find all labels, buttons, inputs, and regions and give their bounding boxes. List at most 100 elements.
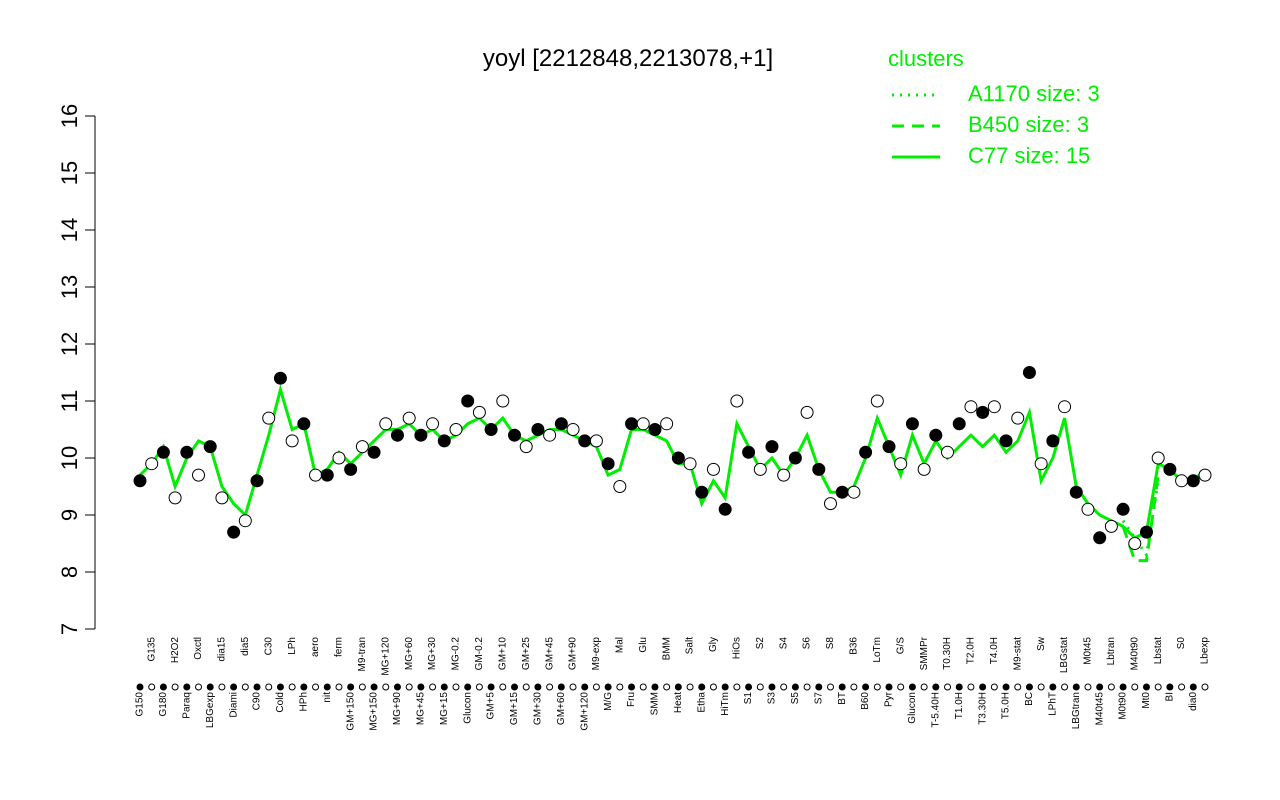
sample-dot [1037,683,1045,691]
x-tick-label: Lbexp [1200,637,1211,665]
sample-dot [522,683,530,691]
data-point [379,417,393,431]
data-point [1034,457,1048,471]
x-tick-label: HiOs [732,637,743,659]
x-tick-label: MG+150 [369,692,380,731]
sample-dot [791,683,799,691]
y-tick-label: 7 [57,623,82,635]
y-tick-label: 8 [57,566,82,578]
y-tick-label: 11 [57,390,82,413]
data-point [1198,468,1212,482]
x-tick-label: MG+30 [427,637,438,671]
x-tick-label: T0.30H [942,637,953,670]
x-tick-label: Cold [275,692,286,713]
sample-dot [651,683,659,691]
x-tick-label: G150 [135,692,146,717]
x-tick-label: T1.0H [954,692,965,719]
x-tick-label: MG+120 [380,637,391,676]
x-tick-label: LBGexp [205,692,216,729]
data-point [309,468,323,482]
sample-dot [1049,683,1057,691]
data-point [192,468,206,482]
x-tick-label: G/S [895,637,906,655]
sample-dot [370,683,378,691]
x-tick-label: C90 [252,692,263,711]
sample-dot [920,683,928,691]
data-point [519,440,533,454]
x-tick-label: Glucon [462,692,473,724]
x-tick-label: GM+15 [509,692,520,726]
x-tick-label: Mt0 [1141,692,1152,709]
data-point [823,497,837,511]
data-point [835,485,849,499]
sample-dot [534,683,542,691]
sample-dot [873,683,881,691]
sample-dot [1096,683,1104,691]
data-point [461,394,475,408]
data-point [671,451,685,465]
x-tick-label: GM+60 [556,692,567,726]
sample-dot [405,683,413,691]
sample-dot [347,683,355,691]
sample-dot [1025,683,1033,691]
data-point [613,480,627,493]
x-tick-label: SMM [650,692,661,715]
sample-dot [218,683,226,691]
x-tick-label: HiTm [720,692,731,716]
data-point [999,434,1013,448]
sample-dot [1189,683,1197,691]
sample-dot [183,683,191,691]
data-point [788,451,802,465]
x-tick-label: GM+45 [544,637,555,671]
data-point [929,428,943,442]
x-tick-label: Etha [696,692,707,713]
x-tick-label: S5 [790,692,801,705]
data-point [964,400,978,414]
sample-dot [990,683,998,691]
sample-dot [300,683,308,691]
data-point [1186,474,1200,488]
x-tick-label: Gly [708,637,719,652]
data-point [496,394,510,408]
data-point [156,445,170,459]
x-tick-label: S7 [813,692,824,705]
x-tick-label: GM+10 [497,637,508,671]
sample-dot [897,683,905,691]
x-tick-label: M40t90 [1129,637,1140,671]
x-tick-label: GM+30 [533,692,544,726]
data-point [203,440,217,454]
sample-dot [206,683,214,691]
x-tick-label: M0t45 [1083,637,1094,665]
x-tick-label: S3 [767,692,778,705]
x-tick-label: B36 [849,637,860,655]
data-point [800,405,814,419]
sample-dot [511,683,519,691]
x-tick-label: S8 [825,637,836,650]
sample-dot [417,683,425,691]
data-point [917,462,931,476]
data-point [531,423,545,436]
sample-dot [241,683,249,691]
x-tick-label: LBGstat [1059,637,1070,673]
x-tick-label: Heat [673,692,684,713]
sample-dot [838,683,846,691]
sample-dot [1166,683,1174,691]
sample-dot [944,683,952,691]
data-point [262,411,276,425]
sample-dot [499,683,507,691]
data-point [894,457,908,471]
sample-dot [604,683,612,691]
sample-dot [230,683,238,691]
sample-dot [616,683,624,691]
sample-dot [674,683,682,691]
data-point [215,491,229,505]
chart-title: yoyl [2212848,2213078,+1] [483,45,773,72]
x-tick-label: Fru [626,692,637,707]
sample-dot [1072,683,1080,691]
data-point [1093,531,1107,545]
data-point [1139,525,1153,539]
x-tick-label: dia5 [240,637,251,656]
sample-dot [171,683,179,691]
data-point [250,474,264,488]
data-point [1116,502,1130,516]
